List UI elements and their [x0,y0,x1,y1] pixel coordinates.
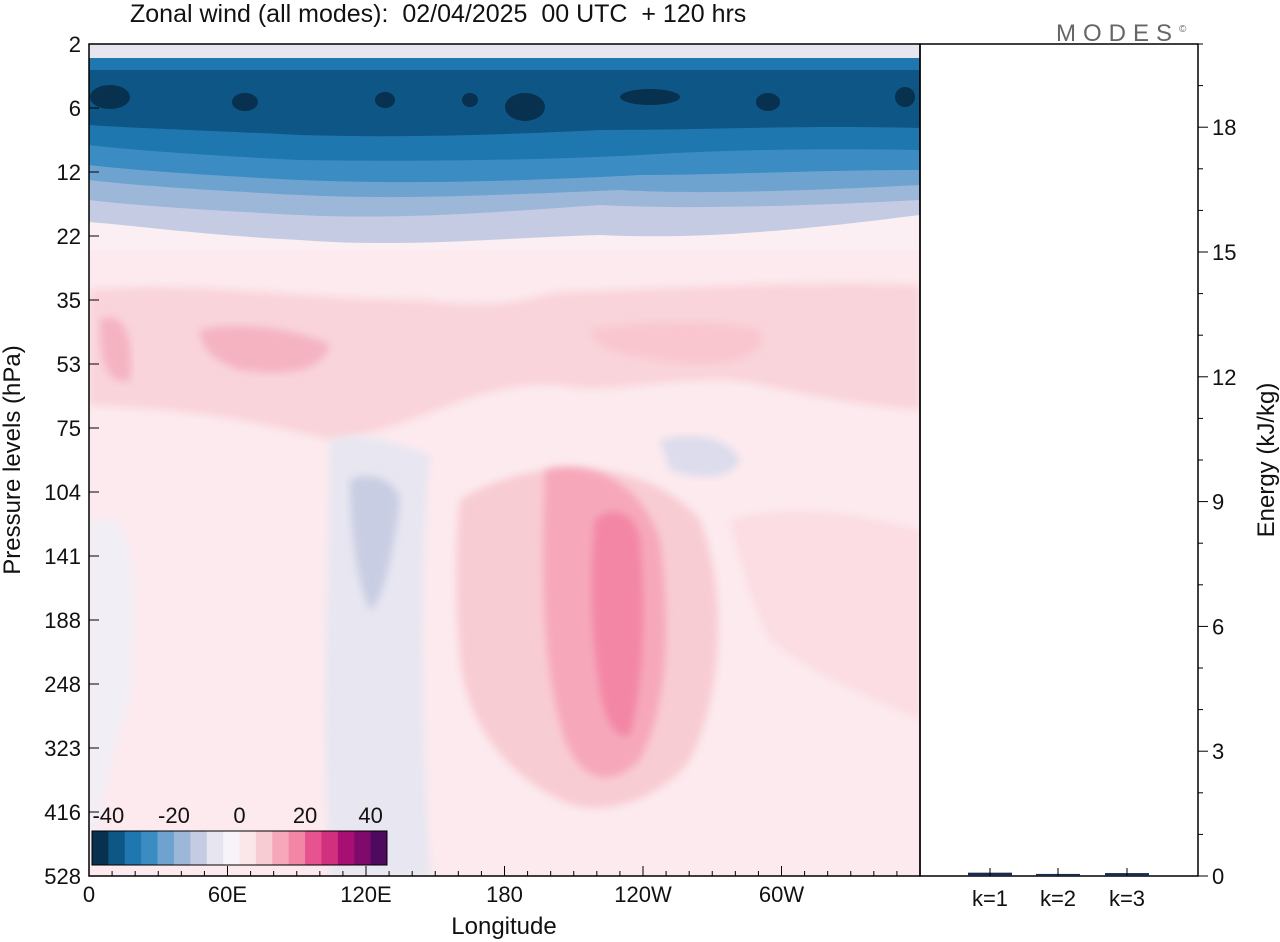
y-tick-label: 2 [69,32,81,57]
colorbar-swatch [239,831,257,865]
energy-panel-frame [919,43,1199,877]
y-axis-label: Pressure levels (hPa) [0,345,26,574]
colorbar-swatch [141,831,158,865]
bar-category-label: k=1 [972,886,1008,911]
y-tick-label: 53 [57,352,81,377]
heatmap-field [89,44,920,876]
energy-tick-label: 3 [1212,739,1224,764]
y-tick-label: 188 [44,608,81,633]
colorbar-swatch [157,831,175,865]
colorbar-swatch [354,831,372,865]
colorbar-swatch [173,831,191,865]
colorbar-swatch [255,831,273,865]
energy-tick-label: 9 [1212,490,1224,515]
y-tick-label: 248 [44,672,81,697]
colorbar-swatch [108,831,126,865]
x-axis-label: Longitude [451,913,556,940]
x-tick-label: 60E [208,882,247,907]
x-tick-label: 120E [340,882,391,907]
modes-logo: MODES© [1056,20,1186,48]
colorbar-swatch [190,831,208,865]
y-axis: 2 6 12 22 35 53 75 104 141 188 248 323 416 528 [44,32,99,889]
colorbar-swatch [305,831,322,865]
colorbar-swatch [288,831,306,865]
x-tick-label: 0 [83,882,95,907]
colorbar-tick-label: -20 [158,803,190,828]
colorbar-swatch [124,831,142,865]
y-tick-label: 35 [57,288,81,313]
bar-category-label: k=3 [1109,886,1145,911]
y-tick-label: 416 [44,800,81,825]
energy-tick-label: 15 [1212,240,1236,265]
modes-logo-text: MODES [1056,20,1180,47]
bar-category-label: k=2 [1040,886,1076,911]
y-tick-label: 323 [44,736,81,761]
chart-title: Zonal wind (all modes): 02/04/2025 00 UT… [130,0,747,28]
colorbar-swatch [272,831,290,865]
y-tick-label: 104 [44,480,81,505]
colorbar-swatch [370,831,388,865]
colorbar-swatch [92,831,109,865]
energy-tick-label: 12 [1212,365,1236,390]
colorbar-frame [91,830,388,866]
energy-axis-label: Energy (kJ/kg) [1253,383,1280,538]
colorbar-swatch [337,831,355,865]
copyright-mark: © [1179,24,1187,35]
y-tick-label: 6 [69,96,81,121]
colorbar-swatch [206,831,224,865]
y-tick-label: 12 [57,160,81,185]
energy-tick-label: 18 [1212,115,1236,140]
colorbar-swatch [321,831,339,865]
colorbar-tick-label: -40 [92,803,124,828]
y-tick-label: 141 [44,544,81,569]
energy-tick-label: 6 [1212,614,1224,639]
colorbar: -40 -20 0 20 40 [91,803,388,866]
x-axis: 0 60E 120E 180 120W 60W [83,866,921,907]
y-tick-label: 75 [57,416,81,441]
y-tick-label: 22 [57,224,81,249]
colorbar-tick-label: 20 [293,803,317,828]
energy-axis: 0 3 6 9 12 15 18 [1198,43,1236,889]
energy-bars: k=1 k=2 k=3 [968,868,1149,911]
x-tick-label: 60W [759,882,804,907]
x-tick-label: 180 [486,882,523,907]
energy-tick-label: 0 [1212,864,1224,889]
colorbar-tick-label: 40 [358,803,382,828]
colorbar-swatch [223,831,240,865]
colorbar-tick-label: 0 [233,803,245,828]
x-tick-label: 120W [614,882,672,907]
y-tick-label: 528 [44,864,81,889]
